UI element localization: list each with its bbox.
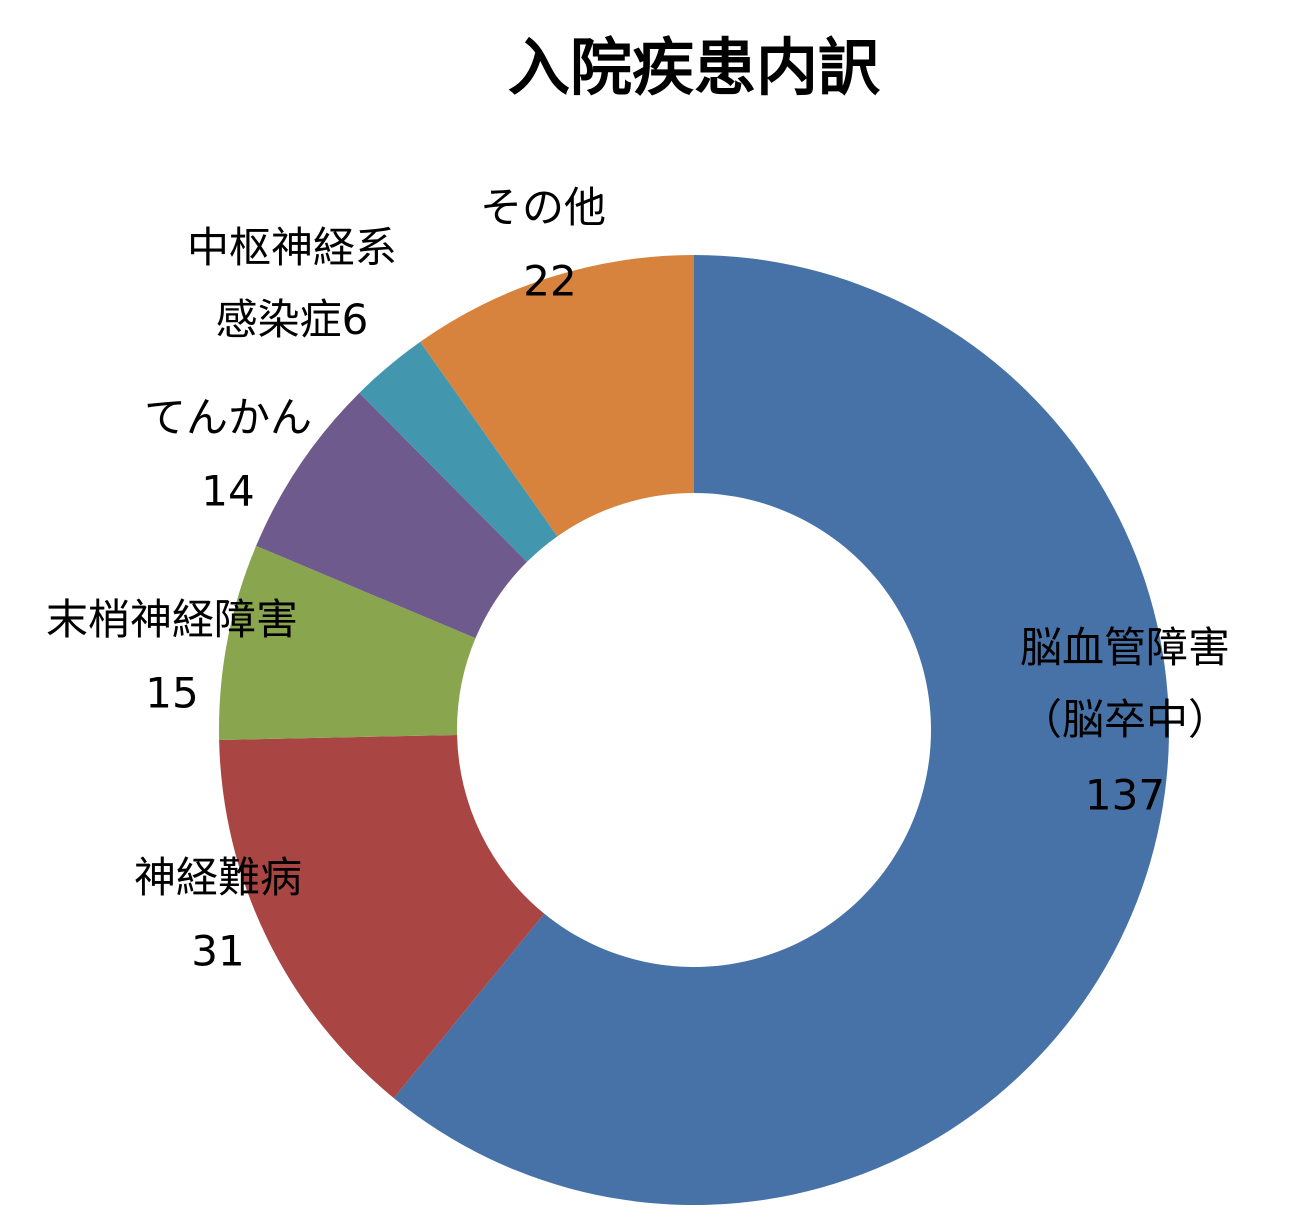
category-label-text: 末梢神経障害: [46, 595, 298, 644]
donut-slice: [393, 255, 1170, 1206]
category-label: 末梢神経障害: [46, 595, 298, 644]
value-label: 14: [201, 467, 254, 516]
value-label: 6: [342, 295, 369, 344]
category-label: その他: [480, 183, 606, 232]
category-label: 脳血管障害: [1020, 623, 1230, 672]
category-label-text: （脳卒中）: [1020, 695, 1230, 744]
category-label: 中枢神経系: [187, 223, 397, 272]
category-label: てんかん: [144, 393, 312, 442]
category-label: 神経難病: [134, 853, 302, 902]
category-label-text: 脳血管障害: [1020, 623, 1230, 672]
category-label: 感染症6: [216, 295, 369, 344]
donut-slice: [219, 734, 545, 1099]
value-label: 15: [145, 669, 198, 718]
category-label-text: 感染症: [216, 295, 342, 344]
donut-slice: [420, 255, 694, 537]
value-label: 31: [191, 927, 244, 976]
donut-slice: [256, 392, 528, 639]
value-label: 22: [523, 257, 576, 306]
chart-title: 入院疾患内訳: [508, 31, 881, 104]
value-label: 137: [1085, 771, 1165, 820]
category-label-text: 神経難病: [134, 853, 302, 902]
donut-slice: [219, 545, 476, 740]
category-label-text: 中枢神経系: [187, 223, 397, 272]
category-label-text: その他: [480, 183, 606, 232]
category-label-text: てんかん: [144, 393, 312, 442]
donut-slice: [359, 341, 558, 562]
category-label: （脳卒中）: [1020, 695, 1230, 744]
